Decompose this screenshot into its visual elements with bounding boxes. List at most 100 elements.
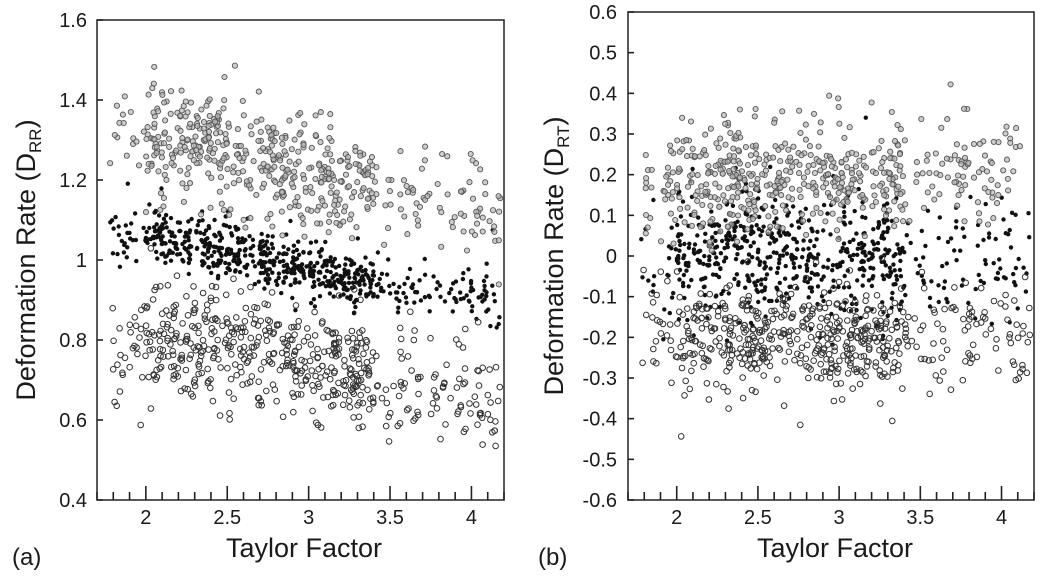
data-point (889, 181, 896, 188)
data-point (396, 324, 404, 332)
data-point (936, 283, 941, 288)
data-point (748, 181, 755, 188)
data-point (676, 253, 681, 259)
data-point (887, 148, 894, 155)
data-point (755, 196, 761, 201)
data-point (725, 405, 732, 412)
data-point (651, 197, 656, 203)
data-point (843, 339, 851, 346)
data-point (896, 303, 904, 310)
data-point (187, 120, 194, 127)
data-point (265, 351, 273, 358)
data-point (1019, 365, 1026, 373)
data-point (264, 239, 270, 244)
data-point (453, 384, 461, 391)
data-point (1007, 139, 1014, 146)
data-point (822, 368, 830, 376)
data-point (281, 258, 286, 264)
data-point (194, 122, 201, 130)
data-point (797, 264, 802, 269)
data-point (288, 180, 295, 187)
data-point (141, 225, 146, 231)
data-point (321, 202, 328, 209)
data-point (936, 377, 944, 384)
data-point (883, 263, 888, 268)
data-point (457, 402, 465, 409)
data-point (781, 358, 789, 365)
data-point (750, 334, 758, 342)
data-point (247, 334, 255, 342)
data-point (143, 153, 150, 160)
data-point (815, 301, 820, 307)
data-point (252, 281, 258, 287)
data-point (306, 357, 314, 365)
data-point (225, 247, 230, 252)
data-point (278, 208, 285, 215)
data-point (189, 244, 194, 249)
data-point (1004, 175, 1011, 182)
data-point (936, 235, 941, 241)
data-point (1005, 187, 1012, 194)
data-point (962, 279, 970, 287)
data-point (722, 305, 729, 313)
data-point (785, 213, 790, 218)
data-point (801, 247, 806, 252)
y-tick-label: 0.8 (59, 330, 87, 352)
data-point (184, 385, 191, 393)
data-point (155, 331, 163, 338)
data-point (813, 188, 820, 195)
data-point (870, 239, 875, 244)
data-point (913, 343, 920, 351)
data-point (815, 331, 822, 338)
data-point (811, 169, 819, 177)
data-point (205, 134, 212, 141)
data-point (142, 352, 149, 360)
data-point (726, 327, 734, 335)
data-point (288, 146, 295, 153)
data-point (811, 350, 819, 357)
data-point (246, 349, 253, 357)
data-point (784, 251, 790, 256)
data-point (762, 260, 767, 265)
data-point (161, 99, 168, 106)
data-point (189, 216, 194, 222)
data-point (332, 329, 339, 337)
data-point (914, 171, 921, 178)
data-point (743, 285, 748, 290)
data-point (186, 271, 191, 277)
data-point (342, 171, 350, 178)
data-point (679, 354, 687, 362)
data-point (885, 229, 890, 234)
data-point (758, 354, 766, 361)
data-point (466, 400, 473, 407)
data-point (260, 238, 265, 244)
data-point (863, 115, 868, 120)
data-point (920, 204, 927, 211)
data-point (199, 237, 204, 243)
data-point (349, 258, 354, 264)
data-point (918, 115, 925, 123)
data-point (484, 391, 492, 399)
data-point (147, 405, 155, 412)
data-point (177, 220, 183, 225)
data-point (317, 109, 324, 116)
data-point (908, 337, 916, 345)
data-point (203, 102, 210, 109)
data-point (682, 253, 687, 258)
data-point (739, 374, 747, 381)
data-point (127, 329, 134, 336)
data-point (726, 210, 733, 217)
data-point (468, 289, 473, 294)
data-point (670, 240, 677, 247)
data-point (841, 134, 848, 141)
data-point (665, 181, 672, 188)
data-point (888, 269, 893, 274)
data-point (156, 234, 161, 239)
data-point (890, 290, 895, 296)
data-point (240, 355, 248, 363)
data-point (869, 256, 874, 261)
data-point (951, 284, 958, 291)
data-point (242, 328, 249, 336)
data-point (414, 290, 420, 295)
data-point (169, 154, 177, 161)
